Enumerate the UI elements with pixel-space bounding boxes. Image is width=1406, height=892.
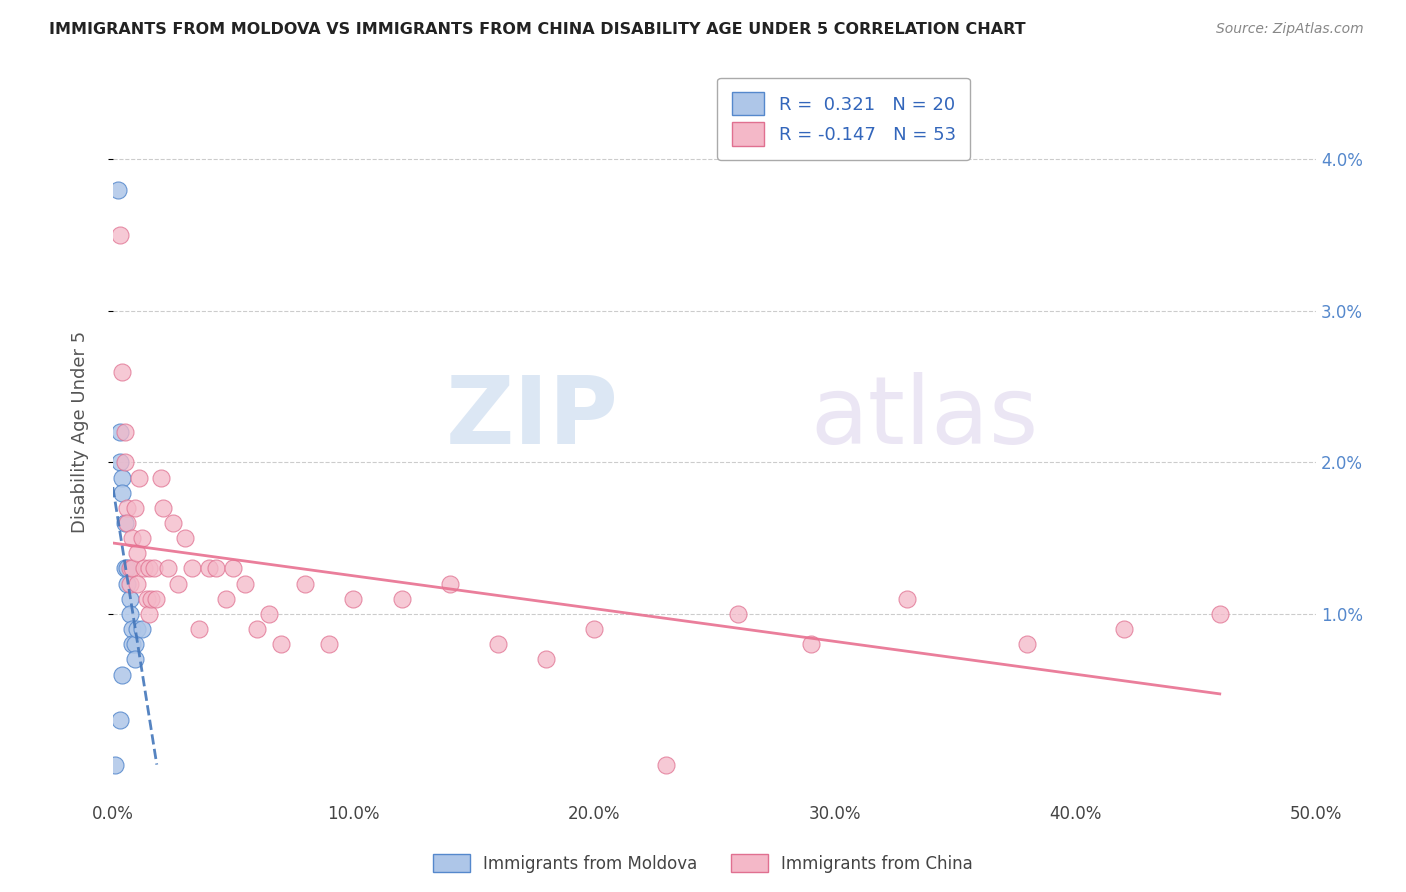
Point: [896, 591, 918, 606]
Point: [121, 622, 143, 636]
Point: [142, 561, 165, 575]
Point: [131, 622, 153, 636]
Point: [215, 591, 238, 606]
Point: [222, 561, 245, 575]
Point: [583, 622, 606, 636]
Point: [114, 516, 136, 530]
Point: [145, 591, 167, 606]
Point: [1112, 622, 1135, 636]
Point: [270, 637, 292, 651]
Point: [114, 561, 136, 575]
Point: [107, 183, 129, 197]
Legend: R =  0.321   N = 20, R = -0.147   N = 53: R = 0.321 N = 20, R = -0.147 N = 53: [717, 78, 970, 160]
Point: [104, 758, 127, 772]
Point: [181, 561, 204, 575]
Point: [727, 607, 749, 621]
Point: [174, 531, 197, 545]
Point: [117, 561, 139, 575]
Point: [198, 561, 221, 575]
Point: [152, 500, 174, 515]
Point: [135, 591, 157, 606]
Point: [108, 425, 131, 439]
Point: [1017, 637, 1039, 651]
Text: IMMIGRANTS FROM MOLDOVA VS IMMIGRANTS FROM CHINA DISABILITY AGE UNDER 5 CORRELAT: IMMIGRANTS FROM MOLDOVA VS IMMIGRANTS FR…: [49, 22, 1026, 37]
Point: [124, 652, 146, 666]
Point: [121, 531, 143, 545]
Point: [111, 470, 134, 484]
Point: [114, 455, 136, 469]
Point: [318, 637, 340, 651]
Point: [166, 576, 188, 591]
Point: [134, 561, 156, 575]
Point: [149, 470, 172, 484]
Text: atlas: atlas: [811, 372, 1039, 464]
Point: [125, 622, 148, 636]
Point: [111, 365, 134, 379]
Point: [246, 622, 269, 636]
Point: [655, 758, 678, 772]
Point: [124, 637, 146, 651]
Point: [131, 531, 153, 545]
Point: [108, 713, 131, 727]
Point: [141, 591, 163, 606]
Point: [391, 591, 413, 606]
Point: [342, 591, 364, 606]
Point: [128, 470, 150, 484]
Point: [117, 500, 139, 515]
Point: [121, 561, 143, 575]
Point: [108, 228, 131, 243]
Point: [118, 576, 141, 591]
Point: [259, 607, 281, 621]
Point: [111, 485, 134, 500]
Point: [118, 561, 141, 575]
Point: [108, 455, 131, 469]
Point: [294, 576, 316, 591]
Point: [439, 576, 461, 591]
Point: [138, 607, 160, 621]
Point: [138, 561, 160, 575]
Point: [534, 652, 557, 666]
Point: [117, 516, 139, 530]
Point: [188, 622, 211, 636]
Point: [486, 637, 509, 651]
Text: ZIP: ZIP: [446, 372, 619, 464]
Point: [125, 546, 148, 560]
Y-axis label: Disability Age Under 5: Disability Age Under 5: [72, 331, 89, 533]
Point: [125, 576, 148, 591]
Point: [233, 576, 256, 591]
Point: [1209, 607, 1232, 621]
Point: [111, 667, 134, 681]
Point: [800, 637, 823, 651]
Text: Source: ZipAtlas.com: Source: ZipAtlas.com: [1216, 22, 1364, 37]
Point: [205, 561, 228, 575]
Point: [157, 561, 180, 575]
Point: [118, 607, 141, 621]
Point: [162, 516, 184, 530]
Point: [121, 637, 143, 651]
Point: [117, 576, 139, 591]
Point: [114, 425, 136, 439]
Point: [118, 591, 141, 606]
Legend: Immigrants from Moldova, Immigrants from China: Immigrants from Moldova, Immigrants from…: [426, 847, 980, 880]
Point: [124, 500, 146, 515]
